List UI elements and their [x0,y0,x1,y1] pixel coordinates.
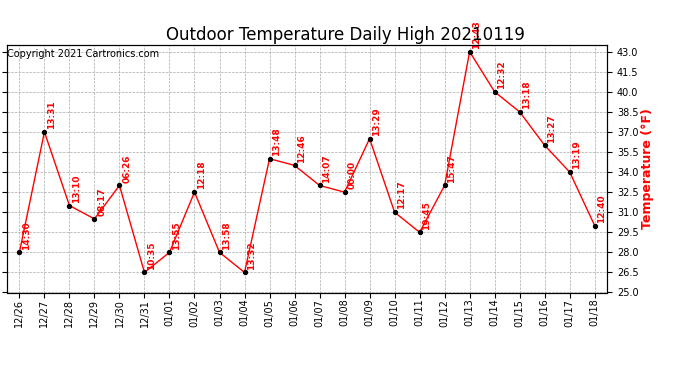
Point [89,216,100,222]
Text: 13:48: 13:48 [273,127,282,156]
Point [539,142,550,148]
Text: 12:32: 12:32 [497,60,506,89]
Text: 13:55: 13:55 [172,221,181,250]
Point [589,223,600,229]
Text: Outdoor Temperature Daily High 20210119: Outdoor Temperature Daily High 20210119 [166,26,524,44]
Text: 12:43: 12:43 [473,20,482,49]
Point [389,209,400,215]
Text: 12:46: 12:46 [297,134,306,163]
Text: 19:45: 19:45 [422,201,431,230]
Text: 15:47: 15:47 [447,154,456,183]
Point [39,129,50,135]
Text: 06:26: 06:26 [122,154,131,183]
Text: 14:30: 14:30 [22,221,31,250]
Text: 13:32: 13:32 [247,241,256,270]
Point [464,49,475,55]
Point [289,162,300,168]
Point [189,189,200,195]
Point [214,249,225,255]
Point [314,183,325,189]
Point [114,183,125,189]
Text: 12:18: 12:18 [197,161,206,189]
Text: 08:17: 08:17 [97,188,106,216]
Text: 12:40: 12:40 [598,194,607,223]
Point [139,269,150,275]
Text: 00:00: 00:00 [347,161,356,189]
Point [339,189,350,195]
Point [264,156,275,162]
Point [14,249,25,255]
Text: 14:07: 14:07 [322,154,331,183]
Text: 13:58: 13:58 [222,221,231,250]
Point [239,269,250,275]
Point [414,229,425,235]
Text: 13:18: 13:18 [522,81,531,109]
Text: 13:19: 13:19 [573,141,582,170]
Point [514,109,525,115]
Point [564,169,575,175]
Point [489,89,500,95]
Text: 10:35: 10:35 [147,241,156,270]
Text: 13:29: 13:29 [373,107,382,136]
Text: 12:17: 12:17 [397,181,406,210]
Point [164,249,175,255]
Text: 13:10: 13:10 [72,174,81,203]
Text: 13:27: 13:27 [547,114,556,142]
Point [64,202,75,208]
Y-axis label: Temperature (°F): Temperature (°F) [641,108,654,229]
Point [439,183,450,189]
Point [364,136,375,142]
Text: 13:31: 13:31 [47,100,56,129]
Text: Copyright 2021 Cartronics.com: Copyright 2021 Cartronics.com [7,49,159,59]
